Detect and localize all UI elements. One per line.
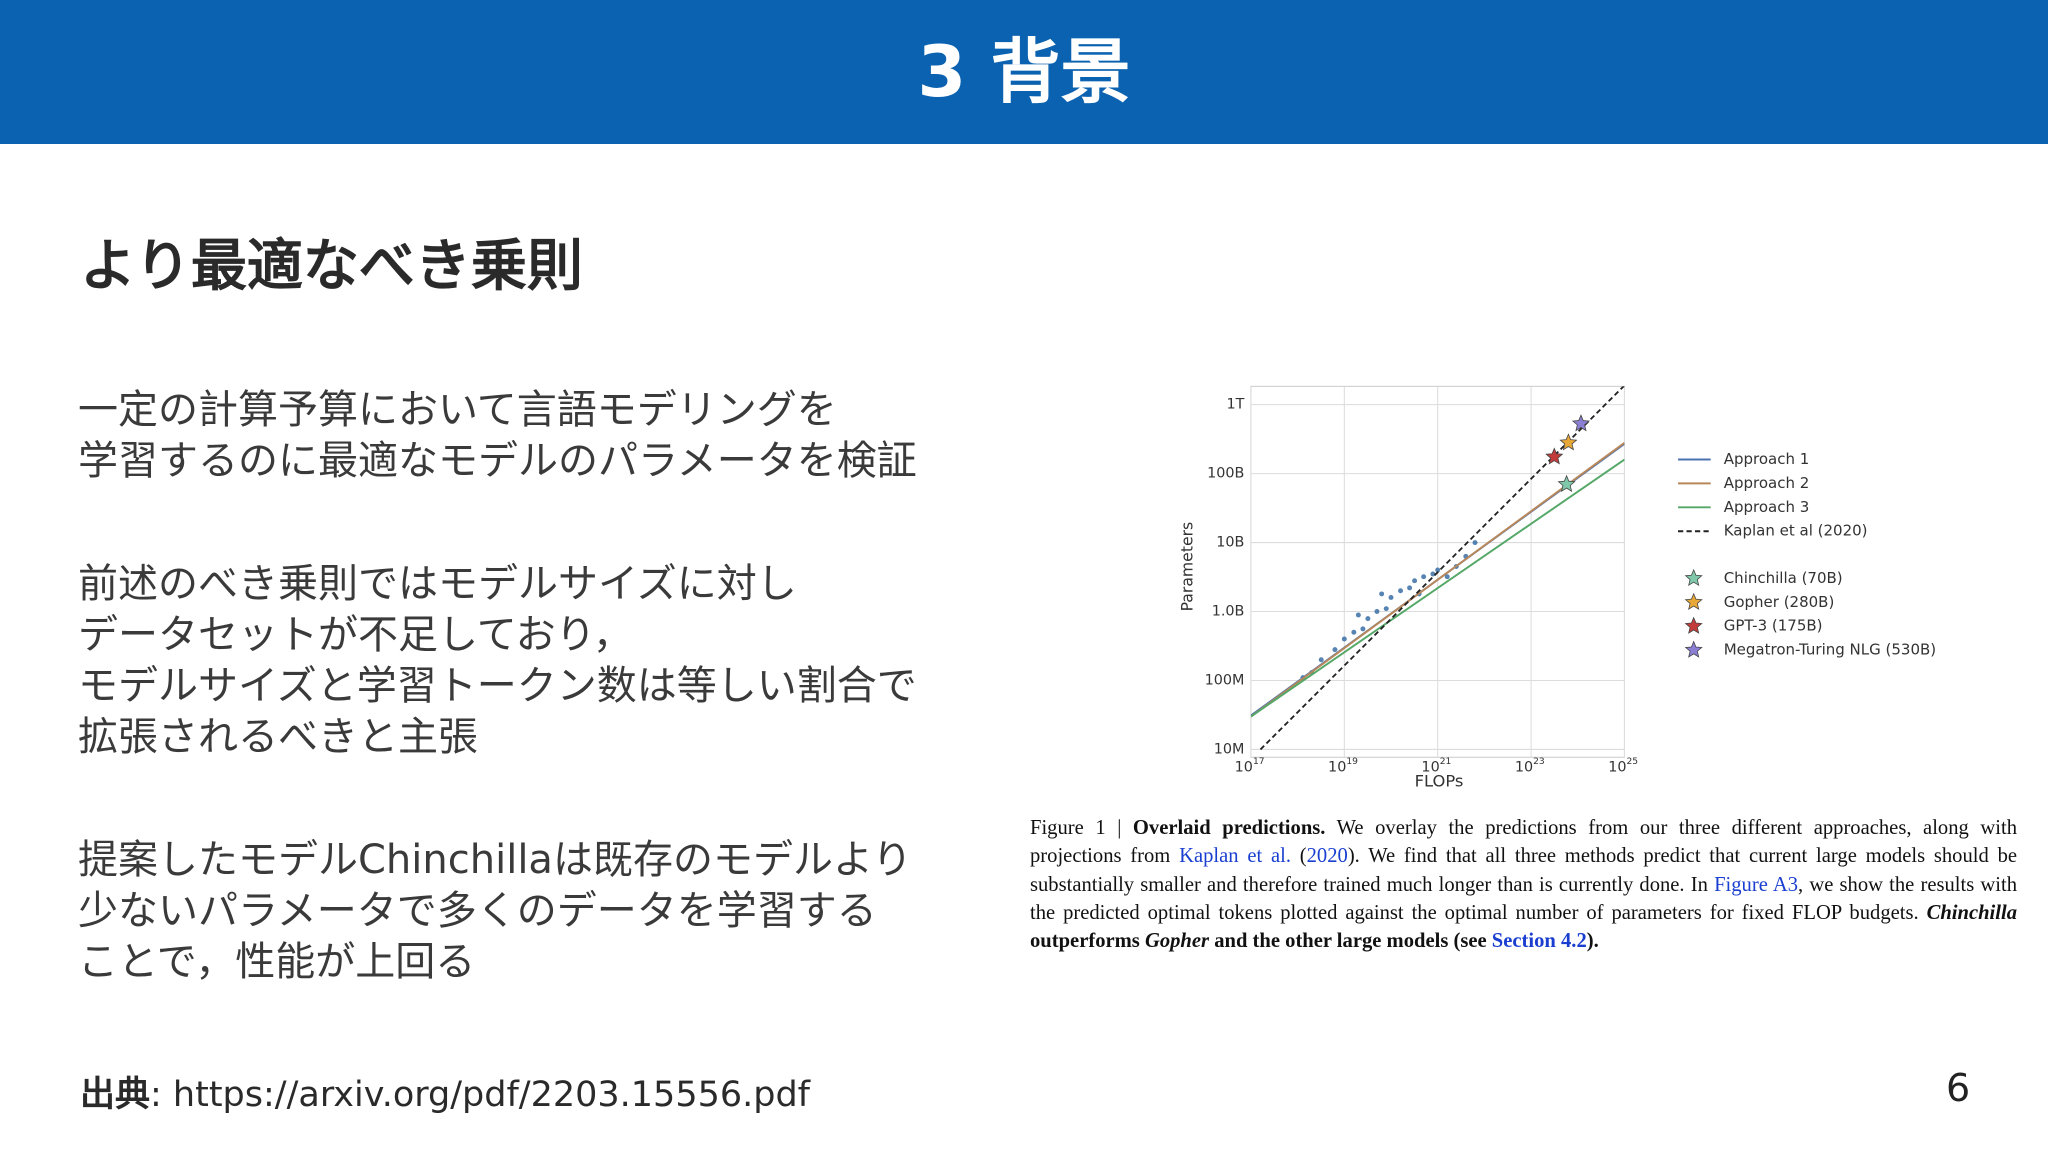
- x-tick-base: 10: [1328, 760, 1346, 776]
- caption-text: , we show the results with the predicted…: [1030, 873, 2018, 924]
- caption-text: Figure 1 |: [1030, 817, 1133, 839]
- caption-text: Section 4.2: [1491, 930, 1587, 953]
- legend-label: GPT-3 (175B): [1724, 617, 1823, 635]
- y-tick-label: 1T: [1226, 397, 1244, 413]
- caption-text: (: [1290, 845, 1307, 868]
- model-star: [1559, 433, 1578, 451]
- data-point: [1435, 567, 1441, 573]
- data-point: [1365, 616, 1371, 622]
- caption-text: ). We find that all three methods predic…: [1030, 845, 2018, 896]
- data-point: [1444, 574, 1450, 580]
- text-line: データセットが不足しており，: [78, 612, 633, 658]
- x-tick-exp: 21: [1440, 757, 1452, 767]
- data-point: [1351, 629, 1357, 635]
- text-line: ことで，性能が上回る: [78, 939, 476, 985]
- legend-label: Chinchilla (70B): [1724, 569, 1843, 587]
- legend-star: [1684, 568, 1703, 587]
- y-tick-label: 100B: [1207, 466, 1244, 482]
- x-tick-label: 1025: [1608, 757, 1638, 776]
- data-point: [1430, 571, 1436, 577]
- y-tick-label: 1.0B: [1212, 604, 1245, 620]
- x-tick-base: 10: [1235, 760, 1253, 776]
- legend-star: [1684, 640, 1703, 658]
- caption-text: Gopher: [1144, 930, 1210, 953]
- text-line: 学習するのに最適なモデルのパラメータを検証: [78, 438, 917, 484]
- legend-star: [1684, 616, 1703, 634]
- source-label: 出典: [80, 1075, 151, 1115]
- legend-label: Approach 3: [1724, 498, 1810, 516]
- data-point: [1412, 578, 1418, 584]
- paragraph: 一定の計算予算において言語モデリングを学習するのに最適なモデルのパラメータを検証: [78, 385, 917, 487]
- model-star: [1545, 447, 1564, 465]
- data-point: [1332, 647, 1338, 653]
- fit-line: [1250, 458, 1625, 718]
- data-point: [1472, 540, 1478, 546]
- caption-text: and the other large models (see: [1209, 930, 1492, 953]
- data-point: [1388, 594, 1394, 600]
- data-point: [1318, 657, 1324, 663]
- x-axis-label: FLOPs: [1415, 772, 1464, 791]
- data-point: [1341, 636, 1347, 642]
- header-bar: 3 背景: [0, 0, 2048, 144]
- caption-text: We overlay the predictions from our thre…: [1030, 817, 2017, 868]
- source: 出典: https://arxiv.org/pdf/2203.15556.pdf: [80, 1066, 810, 1117]
- y-tick-label: 10M: [1214, 741, 1245, 757]
- slide-title: 3 背景: [917, 31, 1131, 113]
- legend-label: Approach 2: [1724, 474, 1810, 492]
- page-number: 6: [1946, 1066, 1971, 1110]
- y-axis-label: Parameters: [1178, 522, 1197, 612]
- figure-chart: 1017 1019 1021 1023 102510M100M1.0B10B100B1T…: [1178, 385, 1936, 791]
- data-point: [1398, 588, 1404, 594]
- x-tick-exp: 23: [1533, 757, 1545, 767]
- caption-text: Chinchilla: [1926, 901, 2017, 924]
- legend-label: Megatron-Turing NLG (530B): [1724, 641, 1936, 659]
- model-star: [1571, 414, 1591, 432]
- x-tick-label: 1023: [1515, 757, 1545, 776]
- x-tick-base: 10: [1515, 760, 1533, 776]
- x-tick-label: 1019: [1328, 757, 1358, 776]
- paragraph: 提案したモデルChinchillaは既存のモデルより 少ないパラメータで多くのデー…: [78, 835, 912, 988]
- caption-text: Figure A3: [1714, 873, 1799, 896]
- caption-text: 2020: [1306, 845, 1348, 868]
- legend-star: [1684, 592, 1703, 610]
- text-line: 少ないパラメータで多くのデータを学習する: [78, 888, 877, 934]
- x-tick-exp: 19: [1346, 757, 1358, 767]
- caption-text: Overlaid predictions.: [1132, 817, 1326, 839]
- y-tick-label: 10B: [1216, 535, 1244, 551]
- figure-caption: Figure 1 | Overlaid predictions. We over…: [1030, 814, 2017, 955]
- y-tick-label: 100M: [1205, 672, 1245, 688]
- legend-label: Approach 1: [1724, 450, 1810, 468]
- source-text: : https://arxiv.org/pdf/2203.15556.pdf: [150, 1075, 811, 1115]
- x-tick-base: 10: [1421, 760, 1439, 776]
- data-point: [1360, 626, 1366, 632]
- data-point: [1379, 591, 1385, 597]
- x-tick-exp: 17: [1253, 757, 1265, 767]
- data-point: [1355, 612, 1361, 618]
- x-tick-base: 10: [1608, 760, 1626, 776]
- x-tick-label: 1017: [1235, 757, 1265, 776]
- text-line: 一定の計算予算において言語モデリングを: [78, 387, 837, 433]
- data-point: [1421, 574, 1427, 580]
- x-tick-exp: 25: [1626, 757, 1638, 767]
- legend-label: Kaplan et al (2020): [1724, 522, 1868, 540]
- caption-text: outperforms: [1030, 930, 1145, 953]
- data-point: [1383, 606, 1389, 612]
- caption-text: ).: [1586, 930, 1599, 953]
- text-line: 拡張されるべきと主張: [78, 714, 478, 760]
- model-star: [1557, 474, 1576, 492]
- text-line: 前述のべき乗則ではモデルサイズに対し: [78, 561, 797, 607]
- x-tick-label: 1021: [1421, 757, 1451, 776]
- paragraph: 前述のべき乗則ではモデルサイズに対し データセットが不足しており， モデルサイズと学…: [78, 559, 917, 763]
- text-line: モデルサイズと学習トークン数は等しい割合で: [78, 663, 917, 709]
- legend-label: Gopher (280B): [1724, 593, 1835, 611]
- text-line: 提案したモデルChinchillaは既存のモデルより: [78, 837, 913, 883]
- heading: より最適なべき乗則: [80, 234, 583, 299]
- data-point: [1407, 585, 1413, 591]
- caption-text: Kaplan et al.: [1179, 845, 1291, 868]
- fit-line: [1259, 386, 1625, 751]
- data-point: [1374, 609, 1380, 615]
